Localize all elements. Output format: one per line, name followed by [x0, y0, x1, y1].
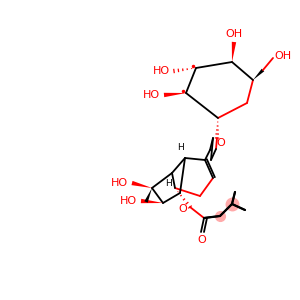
Text: O: O — [178, 204, 188, 214]
Polygon shape — [232, 42, 236, 62]
Text: HO: HO — [142, 90, 160, 100]
Text: HO: HO — [152, 66, 170, 76]
Text: H: H — [165, 178, 171, 188]
Text: HO: HO — [110, 178, 127, 188]
Polygon shape — [131, 181, 152, 188]
Text: O: O — [198, 235, 206, 245]
Polygon shape — [253, 69, 264, 80]
Polygon shape — [144, 188, 152, 203]
Polygon shape — [141, 199, 163, 203]
Text: OH: OH — [225, 29, 243, 39]
Text: O: O — [217, 138, 225, 148]
Text: HO: HO — [119, 196, 136, 206]
Polygon shape — [164, 93, 186, 97]
Text: H: H — [178, 143, 184, 152]
Text: OH: OH — [274, 51, 292, 61]
